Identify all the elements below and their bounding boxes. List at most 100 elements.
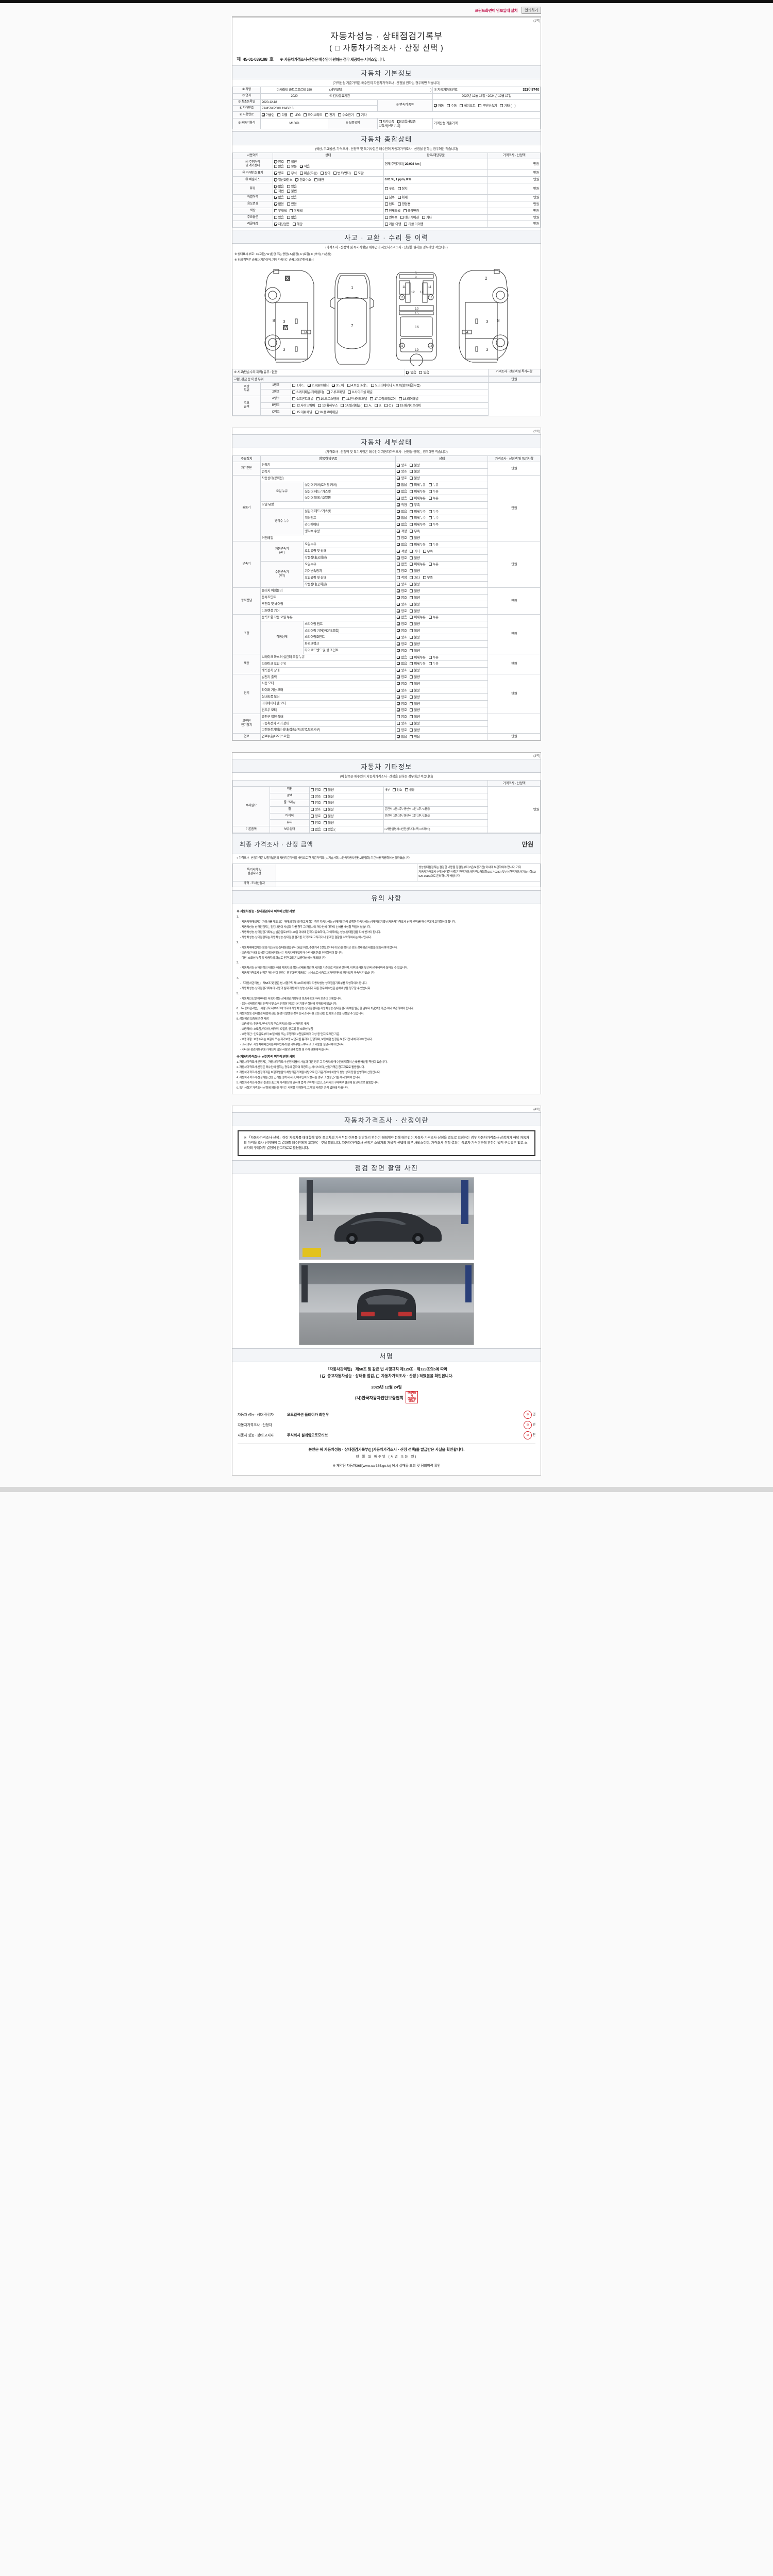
checkbox[interactable] xyxy=(397,682,400,685)
checkbox[interactable] xyxy=(277,113,281,116)
checkbox[interactable] xyxy=(500,104,503,107)
detail-state-option[interactable]: 미세누유 xyxy=(410,655,426,660)
checkbox[interactable] xyxy=(397,649,400,652)
checkbox[interactable] xyxy=(287,216,290,219)
detail-state-option[interactable]: 불량 xyxy=(410,688,420,693)
fuel-option[interactable]: 디젤 xyxy=(277,113,288,117)
checkbox[interactable] xyxy=(410,583,413,586)
other-state-option[interactable]: 불량 xyxy=(324,814,334,819)
other-state-option[interactable]: 불량 xyxy=(324,807,334,812)
overall-state-option[interactable]: 무채색 xyxy=(274,209,287,213)
detail-state-option[interactable]: 양호 xyxy=(397,675,407,680)
detail-state-option[interactable]: 불량 xyxy=(410,609,420,614)
checkbox[interactable] xyxy=(292,384,296,387)
checkbox[interactable] xyxy=(327,391,330,394)
checkbox[interactable] xyxy=(292,391,296,394)
checkbox[interactable] xyxy=(287,171,290,175)
detail-state-option[interactable]: 불량 xyxy=(410,463,420,468)
checkbox[interactable] xyxy=(410,735,413,738)
checkbox[interactable] xyxy=(422,216,425,219)
checkbox[interactable] xyxy=(410,530,413,533)
detail-state-option[interactable]: 있음 xyxy=(410,735,420,739)
checkbox[interactable] xyxy=(410,602,413,606)
checkbox[interactable] xyxy=(397,556,400,560)
checkbox[interactable] xyxy=(374,404,378,408)
overall-state-option[interactable]: 보통 xyxy=(287,164,297,169)
overall-state-option[interactable]: 유채색 xyxy=(290,209,303,213)
checkbox[interactable] xyxy=(324,801,327,805)
checkbox[interactable] xyxy=(290,209,293,213)
detail-state-option[interactable]: 양호 xyxy=(397,702,407,706)
detail-state-option[interactable]: 적정 xyxy=(397,503,407,507)
checkbox[interactable] xyxy=(410,655,413,659)
checkbox[interactable] xyxy=(428,563,432,566)
detail-state-option[interactable]: 미세누유 xyxy=(410,662,426,666)
detail-state-option[interactable]: 불량 xyxy=(410,582,420,587)
checkbox[interactable] xyxy=(287,184,290,188)
checkbox[interactable] xyxy=(410,569,413,573)
detail-state-option[interactable]: 불량 xyxy=(410,476,420,481)
checkbox[interactable] xyxy=(397,196,401,199)
detail-state-option[interactable]: 양호 xyxy=(397,695,407,700)
checkbox[interactable] xyxy=(324,808,327,811)
detail-state-option[interactable]: 누유 xyxy=(428,496,439,501)
overall-state-option[interactable]: 있음 xyxy=(287,202,297,207)
checkbox[interactable] xyxy=(397,602,400,606)
detail-state-option[interactable]: 적정 xyxy=(397,549,407,554)
detail-state-option[interactable]: 양호 xyxy=(397,476,407,481)
checkbox[interactable] xyxy=(341,404,344,408)
checkbox[interactable] xyxy=(292,222,296,226)
checkbox[interactable] xyxy=(397,642,400,646)
checkbox[interactable] xyxy=(397,695,400,699)
checkbox[interactable] xyxy=(428,543,432,546)
other-state-option[interactable]: 양호 xyxy=(311,788,321,792)
checkbox[interactable] xyxy=(397,722,400,725)
overall-item-option[interactable]: 리콜 이행 xyxy=(384,222,401,227)
detail-state-option[interactable]: 불량 xyxy=(410,649,420,653)
checkbox[interactable] xyxy=(324,815,327,818)
fuel-option[interactable]: 기타 xyxy=(357,113,367,117)
checkbox[interactable] xyxy=(397,735,400,738)
detail-state-option[interactable]: 없음 xyxy=(397,516,407,520)
detail-state-option[interactable]: 미세누수 xyxy=(410,522,426,527)
checkbox[interactable] xyxy=(342,397,345,401)
other-state-option[interactable]: 없음 xyxy=(311,827,321,832)
other-state-option[interactable]: 양호 xyxy=(311,807,321,812)
checkbox[interactable] xyxy=(324,794,327,798)
checkbox[interactable] xyxy=(290,113,294,116)
overall-state-option[interactable]: 일산화탄소 xyxy=(274,178,293,182)
detail-state-option[interactable]: 양호 xyxy=(397,556,407,561)
detail-state-option[interactable]: 불량 xyxy=(410,556,420,561)
overall-item-option[interactable]: 리콜 미이행 xyxy=(404,222,424,227)
part-option[interactable]: 1.후드 xyxy=(292,383,305,388)
detail-state-option[interactable]: 양호 xyxy=(397,596,407,600)
fuel-option[interactable]: LPG xyxy=(290,113,301,117)
checkbox[interactable] xyxy=(419,370,423,374)
checkbox[interactable] xyxy=(292,404,296,408)
transmission-option[interactable]: 기타 ( xyxy=(500,104,512,108)
checkbox[interactable] xyxy=(274,216,277,219)
checkbox[interactable] xyxy=(397,530,400,533)
checkbox[interactable] xyxy=(397,536,400,540)
checkbox[interactable] xyxy=(274,178,277,181)
overall-state-option[interactable]: 있음 xyxy=(287,184,297,189)
checkbox[interactable] xyxy=(397,589,400,592)
checkbox[interactable] xyxy=(397,510,400,513)
checkbox[interactable] xyxy=(410,549,413,553)
part-option[interactable]: 9.프론트패널 xyxy=(292,397,313,401)
fuel-option[interactable]: 전기 xyxy=(325,113,335,117)
detail-state-option[interactable]: 누유 xyxy=(428,489,439,494)
checkbox[interactable] xyxy=(410,556,413,560)
overall-item-option[interactable]: 구조 xyxy=(384,187,395,191)
overall-state-option[interactable]: 상이 xyxy=(320,171,330,176)
checkbox[interactable] xyxy=(274,165,277,168)
detail-state-option[interactable]: 누수 xyxy=(428,516,439,520)
checkbox[interactable] xyxy=(304,113,307,116)
other-state-option[interactable]: 불량 xyxy=(324,794,334,799)
checkbox[interactable] xyxy=(397,583,400,586)
detail-state-option[interactable]: 양호 xyxy=(397,708,407,713)
checkbox[interactable] xyxy=(410,516,413,520)
detail-state-option[interactable]: 없음 xyxy=(397,522,407,527)
other-state-option[interactable]: 불량 xyxy=(324,788,334,792)
checkbox[interactable] xyxy=(410,649,413,652)
